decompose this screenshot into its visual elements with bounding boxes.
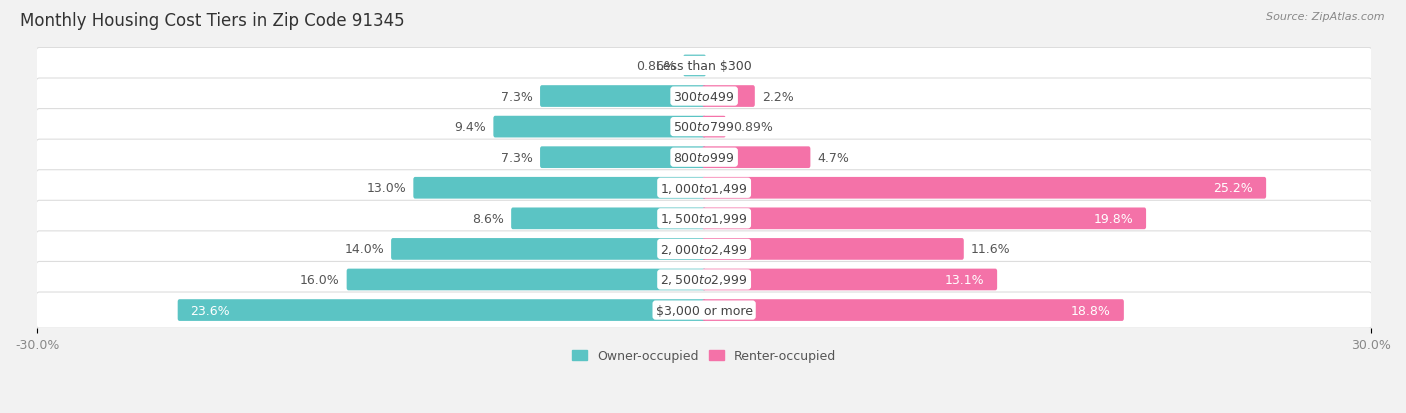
- Text: 7.3%: 7.3%: [501, 151, 533, 164]
- FancyBboxPatch shape: [37, 262, 1372, 298]
- Text: 13.1%: 13.1%: [945, 273, 984, 286]
- Text: 18.8%: 18.8%: [1071, 304, 1111, 317]
- FancyBboxPatch shape: [177, 299, 706, 321]
- FancyBboxPatch shape: [703, 269, 997, 291]
- FancyBboxPatch shape: [683, 55, 706, 77]
- FancyBboxPatch shape: [703, 147, 810, 169]
- Text: $800 to $999: $800 to $999: [673, 151, 735, 164]
- FancyBboxPatch shape: [540, 86, 706, 108]
- Text: 13.0%: 13.0%: [367, 182, 406, 195]
- Text: 16.0%: 16.0%: [299, 273, 339, 286]
- Text: 14.0%: 14.0%: [344, 243, 384, 256]
- FancyBboxPatch shape: [37, 109, 1372, 145]
- FancyBboxPatch shape: [703, 208, 1146, 230]
- FancyBboxPatch shape: [37, 48, 1372, 84]
- FancyBboxPatch shape: [37, 201, 1372, 237]
- Legend: Owner-occupied, Renter-occupied: Owner-occupied, Renter-occupied: [567, 344, 841, 367]
- Text: 8.6%: 8.6%: [472, 212, 503, 225]
- Text: $3,000 or more: $3,000 or more: [655, 304, 752, 317]
- Text: $300 to $499: $300 to $499: [673, 90, 735, 103]
- Text: 0.89%: 0.89%: [733, 121, 773, 134]
- Text: 25.2%: 25.2%: [1213, 182, 1253, 195]
- FancyBboxPatch shape: [540, 147, 706, 169]
- Text: 2.2%: 2.2%: [762, 90, 793, 103]
- FancyBboxPatch shape: [391, 238, 706, 260]
- Text: $500 to $799: $500 to $799: [673, 121, 735, 134]
- Text: $1,500 to $1,999: $1,500 to $1,999: [661, 212, 748, 226]
- FancyBboxPatch shape: [703, 116, 725, 138]
- FancyBboxPatch shape: [703, 299, 1123, 321]
- FancyBboxPatch shape: [703, 86, 755, 108]
- Text: 23.6%: 23.6%: [191, 304, 231, 317]
- FancyBboxPatch shape: [347, 269, 706, 291]
- FancyBboxPatch shape: [37, 170, 1372, 206]
- FancyBboxPatch shape: [703, 238, 963, 260]
- FancyBboxPatch shape: [37, 231, 1372, 267]
- Text: 11.6%: 11.6%: [972, 243, 1011, 256]
- Text: Less than $300: Less than $300: [657, 60, 752, 73]
- Text: 19.8%: 19.8%: [1094, 212, 1133, 225]
- FancyBboxPatch shape: [37, 292, 1372, 328]
- Text: 0.86%: 0.86%: [637, 60, 676, 73]
- Text: 7.3%: 7.3%: [501, 90, 533, 103]
- Text: Source: ZipAtlas.com: Source: ZipAtlas.com: [1267, 12, 1385, 22]
- FancyBboxPatch shape: [512, 208, 706, 230]
- Text: 9.4%: 9.4%: [454, 121, 486, 134]
- FancyBboxPatch shape: [37, 140, 1372, 176]
- Text: 4.7%: 4.7%: [817, 151, 849, 164]
- FancyBboxPatch shape: [37, 79, 1372, 115]
- FancyBboxPatch shape: [494, 116, 706, 138]
- FancyBboxPatch shape: [703, 178, 1267, 199]
- Text: $2,000 to $2,499: $2,000 to $2,499: [661, 242, 748, 256]
- Text: Monthly Housing Cost Tiers in Zip Code 91345: Monthly Housing Cost Tiers in Zip Code 9…: [20, 12, 405, 30]
- FancyBboxPatch shape: [413, 178, 706, 199]
- Text: $2,500 to $2,999: $2,500 to $2,999: [661, 273, 748, 287]
- Text: $1,000 to $1,499: $1,000 to $1,499: [661, 181, 748, 195]
